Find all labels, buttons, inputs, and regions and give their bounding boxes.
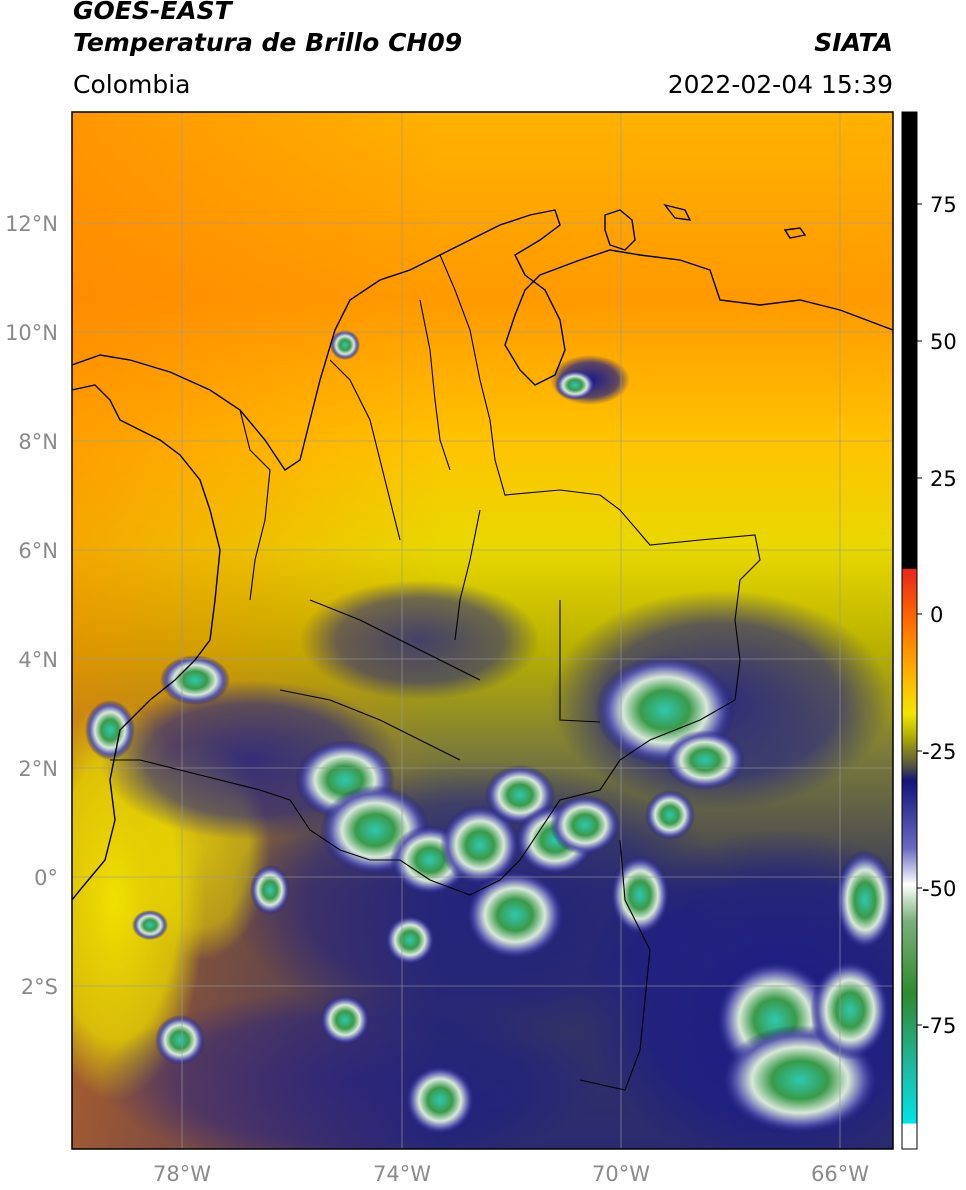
lat-label: 2°N (18, 757, 58, 781)
lat-label: 2°S (21, 975, 58, 999)
lat-label: 10°N (5, 321, 58, 345)
lon-label: 70°W (592, 1162, 650, 1186)
map-frame (71, 111, 894, 1150)
satellite-title: GOES-EAST (73, 0, 232, 25)
longitude-labels: 78°W 74°W 70°W 66°W (153, 1162, 869, 1186)
product-title: Temperatura de Brillo CH09 (73, 28, 463, 57)
coastlines (72, 203, 893, 901)
brightness-temperature-field (72, 112, 893, 1149)
lat-label: 12°N (5, 212, 58, 236)
colorbar-tick: 25 (930, 467, 957, 491)
lat-label: 8°N (18, 430, 58, 454)
colorbar: 75 50 25 0 -25 -50 -75 (901, 111, 957, 1150)
lon-label: 78°W (153, 1162, 211, 1186)
lat-label: 0° (34, 866, 58, 890)
colorbar-tick: -25 (922, 740, 956, 764)
datetime-label: 2022-02-04 15:39 (667, 70, 893, 99)
lon-label: 74°W (373, 1162, 431, 1186)
colorbar-tick: -75 (922, 1014, 956, 1038)
colorbar-tick: -50 (922, 877, 956, 901)
lon-label: 66°W (811, 1162, 869, 1186)
lat-label: 4°N (18, 648, 58, 672)
source-label: SIATA (814, 28, 893, 57)
colorbar-gradient (901, 111, 918, 1150)
lat-label: 6°N (18, 539, 58, 563)
colorbar-tick: 75 (930, 193, 957, 217)
colorbar-tick: 50 (930, 330, 957, 354)
borders (110, 254, 761, 1091)
region-label: Colombia (73, 70, 191, 99)
colorbar-tick: 0 (930, 603, 943, 627)
latitude-labels: 12°N 10°N 8°N 6°N 4°N 2°N 0° 2°S (5, 212, 58, 999)
